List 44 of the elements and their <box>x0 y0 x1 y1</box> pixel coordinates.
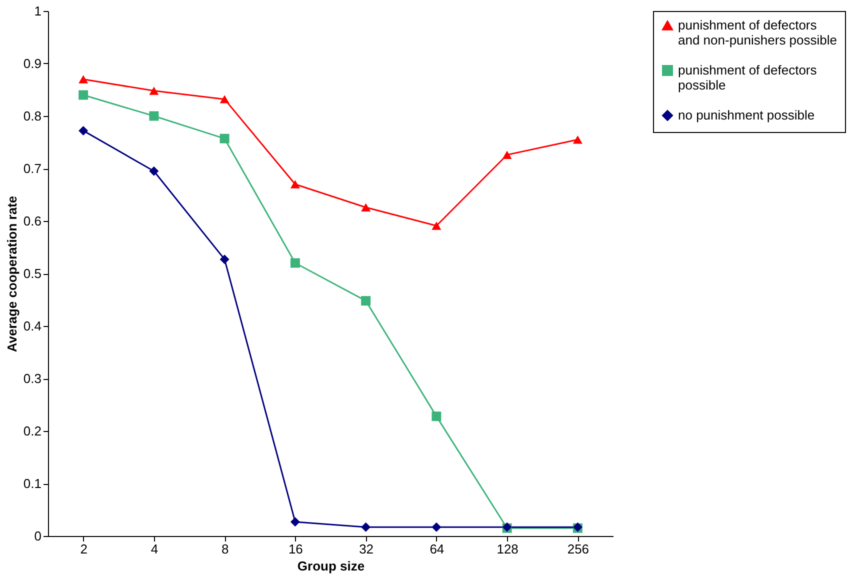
y-tick-label: 0.2 <box>23 424 42 438</box>
point <box>149 111 159 121</box>
y-tick-label: 0 <box>34 528 42 544</box>
legend-label: punishment of defectors possible <box>678 62 818 92</box>
point <box>361 203 371 212</box>
legend-label: no punishment possible <box>678 108 815 122</box>
point <box>361 522 371 532</box>
point <box>78 126 88 136</box>
y-tick-label: 1 <box>34 4 42 18</box>
x-tick-label: 8 <box>221 542 229 556</box>
y-tick-label: 0.6 <box>23 214 42 228</box>
point <box>432 522 442 532</box>
legend-label: punishment of defectors and non-punishers possible <box>678 18 837 48</box>
y-tick-label: 0.8 <box>23 108 42 124</box>
x-axis-title: Group size <box>297 558 365 574</box>
x-tick-label: 4 <box>150 542 158 556</box>
y-tick-label: 0.9 <box>23 56 42 71</box>
x-tick-label: 2 <box>80 542 88 556</box>
point <box>502 150 512 159</box>
point <box>78 75 88 84</box>
point <box>290 258 300 268</box>
x-tick-label: 256 <box>567 542 590 556</box>
point <box>149 166 159 176</box>
point <box>572 136 582 144</box>
point <box>290 517 300 527</box>
point <box>78 90 88 100</box>
y-tick-label: 0.1 <box>23 476 42 491</box>
x-tick-label: 16 <box>288 542 303 556</box>
point <box>220 134 230 144</box>
y-tick-label: 0.4 <box>23 318 42 334</box>
y-tick-label: 0.5 <box>23 266 42 281</box>
x-tick-label: 64 <box>430 542 444 556</box>
y-tick-label: 0.7 <box>23 161 42 176</box>
y-axis-title: Average cooperation rate <box>4 196 20 352</box>
y-tick-label: 0.3 <box>23 371 42 386</box>
point <box>432 222 442 230</box>
point <box>220 95 230 104</box>
x-tick-label: 32 <box>359 542 374 556</box>
point <box>432 412 442 422</box>
point <box>290 180 300 188</box>
x-tick-label: 128 <box>496 542 518 556</box>
point <box>220 254 230 264</box>
point <box>149 86 159 95</box>
point <box>361 296 371 306</box>
